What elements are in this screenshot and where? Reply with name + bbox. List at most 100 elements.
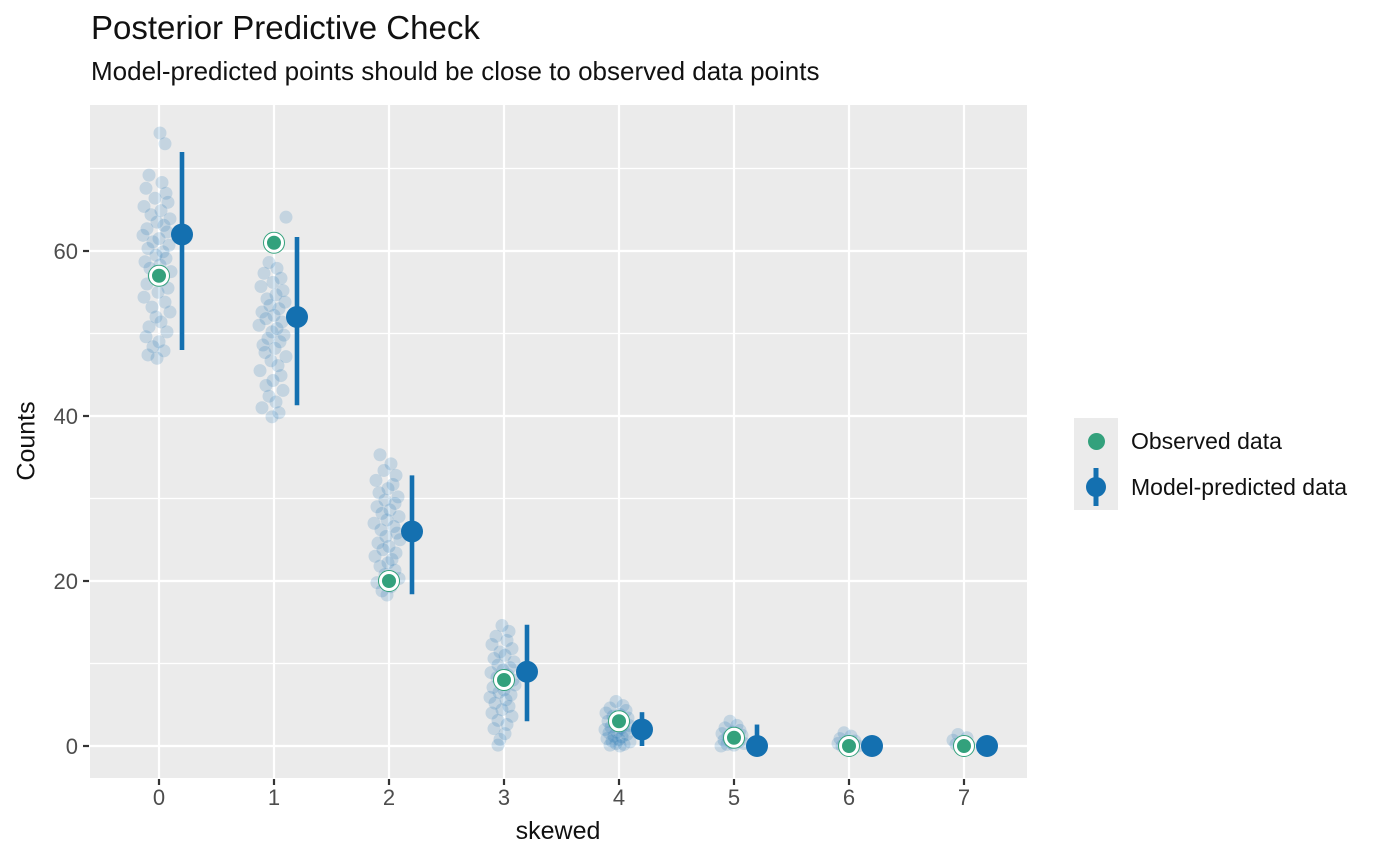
yrep-point — [483, 690, 497, 704]
yrep-point — [389, 546, 403, 560]
yrep-point — [274, 271, 288, 285]
yrep-point — [150, 215, 164, 229]
yrep-point — [258, 345, 272, 359]
yrep-point — [149, 310, 163, 324]
predicted-point — [286, 306, 308, 328]
yrep-point — [269, 395, 283, 409]
observed-point — [149, 265, 169, 286]
yrep-point — [163, 305, 177, 319]
plot-panel — [90, 105, 1027, 778]
yrep-point — [493, 732, 507, 746]
yrep-point — [502, 624, 516, 638]
yrep-point — [264, 354, 278, 368]
yrep-point — [390, 526, 404, 540]
x-tick-label: 1 — [268, 785, 280, 810]
observed-point — [724, 727, 744, 748]
yrep-point — [142, 168, 156, 182]
yrep-point — [152, 335, 166, 349]
observed-point — [839, 736, 859, 756]
yrep-point — [488, 696, 502, 710]
yrep-point — [160, 225, 174, 239]
yrep-point — [505, 642, 519, 656]
predicted-point — [171, 223, 193, 246]
yrep-point — [146, 340, 160, 354]
yrep-point — [487, 652, 501, 666]
yrep-point — [262, 256, 276, 270]
yrep-point — [373, 448, 387, 462]
yrep-point — [493, 645, 507, 659]
y-tick-label: 20 — [54, 569, 78, 594]
yrep-point — [255, 401, 269, 415]
yrep-point — [613, 739, 627, 753]
yrep-point — [260, 292, 274, 306]
yrep-point — [276, 284, 290, 298]
yrep-point — [278, 295, 292, 309]
yrep-point — [141, 348, 155, 362]
yrep-point — [620, 727, 634, 741]
y-tick-label: 60 — [54, 239, 78, 264]
yrep-point — [374, 523, 388, 537]
yrep-point — [485, 638, 499, 652]
legend-label-predicted: Model-predicted data — [1131, 473, 1348, 500]
predicted-point — [516, 660, 538, 683]
yrep-point — [267, 308, 281, 322]
yrep-point — [388, 496, 402, 510]
yrep-point — [276, 383, 290, 397]
yrep-point — [387, 520, 401, 534]
yrep-point — [159, 186, 173, 200]
yrep-point — [255, 305, 269, 319]
yrep-point — [487, 722, 501, 736]
yrep-point — [144, 208, 158, 222]
yrep-point — [159, 251, 173, 265]
yrep-point — [155, 176, 169, 190]
yrep-point — [254, 279, 268, 293]
yrep-point — [265, 410, 279, 424]
observed-point-ring — [953, 735, 976, 758]
yrep-point — [279, 210, 293, 224]
yrep-point — [150, 351, 164, 365]
yrep-point — [485, 706, 499, 720]
x-tick-label: 2 — [383, 785, 395, 810]
yrep-point — [507, 655, 521, 669]
yrep-point — [154, 204, 168, 218]
yrep-point — [380, 513, 394, 527]
yrep-point — [377, 463, 391, 477]
yrep-point — [369, 473, 383, 487]
yrep-point — [154, 315, 168, 329]
yrep-point — [379, 529, 393, 543]
yrep-point — [269, 288, 283, 302]
observed-point-ring — [838, 735, 861, 758]
yrep-point — [500, 718, 514, 732]
yrep-point — [376, 543, 390, 557]
yrep-point — [603, 701, 617, 715]
yrep-point — [391, 490, 405, 504]
yrep-point — [367, 516, 381, 530]
yrep-point — [386, 477, 400, 491]
yrep-point — [137, 199, 151, 213]
yrep-point — [600, 732, 614, 746]
observed-point — [954, 736, 974, 756]
x-tick-label: 4 — [613, 785, 625, 810]
yrep-point — [384, 457, 398, 471]
yrep-point — [139, 330, 153, 344]
yrep-point — [378, 493, 392, 507]
yrep-point — [274, 369, 288, 383]
yrep-point — [609, 694, 623, 708]
yrep-point — [272, 302, 286, 316]
yrep-point — [609, 737, 623, 751]
yrep-point — [153, 126, 167, 140]
yrep-point — [257, 266, 271, 280]
yrep-point — [158, 295, 172, 309]
yrep-point — [270, 261, 284, 275]
yrep-point — [140, 222, 154, 236]
yrep-point — [273, 335, 287, 349]
yrep-point — [489, 629, 503, 643]
yrep-point — [252, 318, 266, 332]
yrep-point — [375, 506, 389, 520]
observed-point-icon — [1087, 432, 1105, 450]
legend-entry-predicted: Model-predicted data — [1074, 464, 1347, 510]
yrep-point — [368, 549, 382, 563]
yrep-point — [385, 553, 399, 567]
yrep-point — [491, 658, 505, 672]
